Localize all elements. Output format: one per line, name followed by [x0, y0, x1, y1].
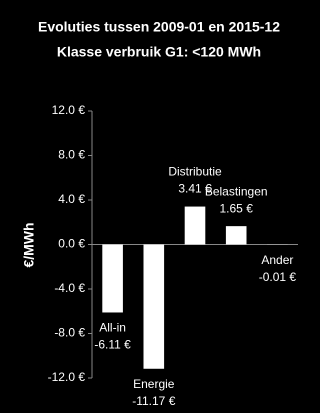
value-label: -6.11 €	[94, 338, 131, 352]
y-tick-label: 4.0 €	[58, 192, 85, 206]
category-label: Belastingen	[205, 184, 268, 198]
y-tick-label: 12.0 €	[52, 103, 86, 117]
y-tick-label: -12.0 €	[48, 370, 86, 384]
value-label: 3.41 €	[178, 182, 212, 196]
y-axis-label: €/MWh	[21, 222, 37, 267]
bar	[184, 206, 206, 245]
value-label: -11.17 €	[132, 394, 175, 408]
y-tick-label: 0.0 €	[58, 237, 85, 251]
y-tick-label: -8.0 €	[54, 326, 85, 340]
chart-title: Evoluties tussen 2009-01 en 2015-12	[38, 19, 280, 35]
chart-subtitle: Klasse verbruik G1: <120 MWh	[57, 44, 261, 60]
bar	[143, 244, 165, 369]
y-tick-label: 8.0 €	[58, 148, 85, 162]
value-label: -0.01 €	[259, 270, 297, 284]
category-label: All-in	[99, 321, 126, 335]
category-label: Energie	[133, 377, 175, 391]
bar	[102, 244, 123, 313]
bar	[225, 226, 247, 245]
value-label: 1.65 €	[220, 201, 254, 215]
category-label: Distributie	[168, 165, 222, 179]
category-label: Ander	[261, 253, 293, 267]
y-tick-label: -4.0 €	[54, 281, 85, 295]
